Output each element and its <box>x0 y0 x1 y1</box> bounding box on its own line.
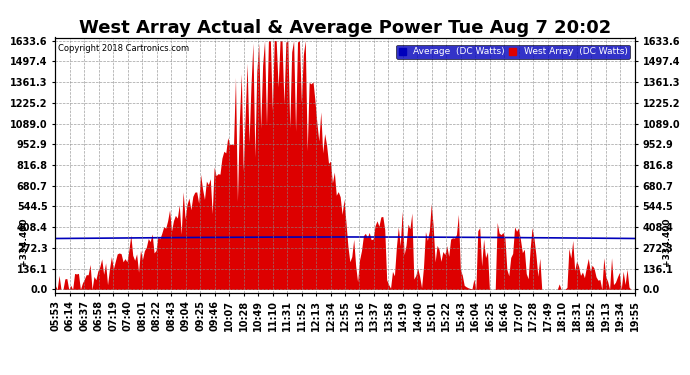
Text: +334.400: +334.400 <box>662 217 671 266</box>
Text: +334.400: +334.400 <box>19 217 28 266</box>
Legend: Average  (DC Watts), West Array  (DC Watts): Average (DC Watts), West Array (DC Watts… <box>396 45 630 59</box>
Title: West Array Actual & Average Power Tue Aug 7 20:02: West Array Actual & Average Power Tue Au… <box>79 20 611 38</box>
Text: Copyright 2018 Cartronics.com: Copyright 2018 Cartronics.com <box>58 44 189 53</box>
